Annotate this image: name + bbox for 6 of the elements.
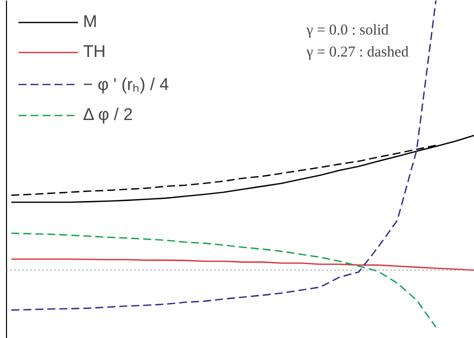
legend-label: − φ ' (rₕ) / 4 bbox=[83, 74, 169, 95]
annotation: γ = 0.0 : solid bbox=[306, 22, 390, 38]
legend-label: Δ φ / 2 bbox=[83, 105, 133, 125]
legend-label: M bbox=[83, 12, 98, 32]
annotation: γ = 0.27 : dashed bbox=[306, 44, 410, 60]
legend-label: TH bbox=[83, 42, 106, 62]
